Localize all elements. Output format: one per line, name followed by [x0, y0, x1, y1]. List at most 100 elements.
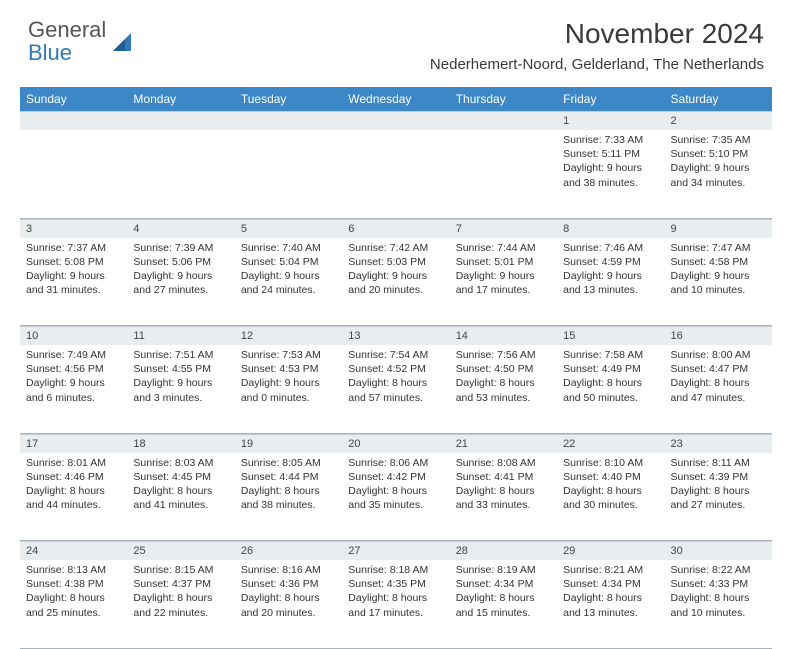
day-cell: Sunrise: 7:46 AMSunset: 4:59 PMDaylight:… — [557, 238, 664, 326]
weekday-header: Thursday — [450, 87, 557, 111]
day-number-cell: 12 — [235, 326, 342, 346]
daylight-text: Daylight: 8 hours and 27 minutes. — [671, 484, 766, 512]
sunrise-text: Sunrise: 7:58 AM — [563, 348, 658, 362]
day-number-row: 10111213141516 — [20, 326, 772, 346]
day-number: 23 — [665, 434, 772, 453]
day-number: 29 — [557, 541, 664, 560]
daylight-text: Daylight: 8 hours and 25 minutes. — [26, 591, 121, 619]
daylight-text: Daylight: 8 hours and 15 minutes. — [456, 591, 551, 619]
day-content-row: Sunrise: 7:33 AMSunset: 5:11 PMDaylight:… — [20, 130, 772, 218]
sunrise-text: Sunrise: 8:18 AM — [348, 563, 443, 577]
day-number-cell — [342, 111, 449, 130]
day-number-cell: 2 — [665, 111, 772, 130]
day-number-cell: 6 — [342, 218, 449, 238]
day-details: Sunrise: 7:53 AMSunset: 4:53 PMDaylight:… — [235, 345, 342, 411]
day-number-cell: 14 — [450, 326, 557, 346]
day-number: 14 — [450, 326, 557, 345]
day-number-cell: 22 — [557, 433, 664, 453]
day-number: 17 — [20, 434, 127, 453]
day-cell: Sunrise: 8:19 AMSunset: 4:34 PMDaylight:… — [450, 560, 557, 648]
sunrise-text: Sunrise: 7:44 AM — [456, 241, 551, 255]
day-number: 16 — [665, 326, 772, 345]
day-number-cell: 1 — [557, 111, 664, 130]
day-cell: Sunrise: 7:39 AMSunset: 5:06 PMDaylight:… — [127, 238, 234, 326]
daylight-text: Daylight: 8 hours and 57 minutes. — [348, 376, 443, 404]
day-cell: Sunrise: 7:54 AMSunset: 4:52 PMDaylight:… — [342, 345, 449, 433]
sunrise-text: Sunrise: 7:33 AM — [563, 133, 658, 147]
weekday-header: Wednesday — [342, 87, 449, 111]
sunrise-text: Sunrise: 8:08 AM — [456, 456, 551, 470]
daylight-text: Daylight: 9 hours and 24 minutes. — [241, 269, 336, 297]
sunrise-text: Sunrise: 7:42 AM — [348, 241, 443, 255]
daylight-text: Daylight: 8 hours and 44 minutes. — [26, 484, 121, 512]
day-details: Sunrise: 7:54 AMSunset: 4:52 PMDaylight:… — [342, 345, 449, 411]
sunrise-text: Sunrise: 8:03 AM — [133, 456, 228, 470]
day-number — [450, 111, 557, 130]
daylight-text: Daylight: 9 hours and 34 minutes. — [671, 161, 766, 189]
day-number: 12 — [235, 326, 342, 345]
page-header: General Blue November 2024 Nederhemert-N… — [0, 0, 792, 77]
sunset-text: Sunset: 4:58 PM — [671, 255, 766, 269]
day-number: 25 — [127, 541, 234, 560]
location-subtitle: Nederhemert-Noord, Gelderland, The Nethe… — [430, 56, 764, 73]
day-details: Sunrise: 8:08 AMSunset: 4:41 PMDaylight:… — [450, 453, 557, 519]
brand-blue: Blue — [28, 40, 72, 65]
sunset-text: Sunset: 5:03 PM — [348, 255, 443, 269]
sunrise-text: Sunrise: 8:13 AM — [26, 563, 121, 577]
sunrise-text: Sunrise: 7:40 AM — [241, 241, 336, 255]
sunset-text: Sunset: 4:37 PM — [133, 577, 228, 591]
day-details: Sunrise: 7:58 AMSunset: 4:49 PMDaylight:… — [557, 345, 664, 411]
daylight-text: Daylight: 9 hours and 0 minutes. — [241, 376, 336, 404]
day-details: Sunrise: 7:40 AMSunset: 5:04 PMDaylight:… — [235, 238, 342, 304]
day-cell: Sunrise: 8:21 AMSunset: 4:34 PMDaylight:… — [557, 560, 664, 648]
day-number: 21 — [450, 434, 557, 453]
day-number: 19 — [235, 434, 342, 453]
day-number: 10 — [20, 326, 127, 345]
day-content-row: Sunrise: 7:37 AMSunset: 5:08 PMDaylight:… — [20, 238, 772, 326]
day-number-cell: 29 — [557, 541, 664, 561]
sunrise-text: Sunrise: 8:22 AM — [671, 563, 766, 577]
day-number-cell: 17 — [20, 433, 127, 453]
day-details: Sunrise: 7:46 AMSunset: 4:59 PMDaylight:… — [557, 238, 664, 304]
day-number: 2 — [665, 111, 772, 130]
day-number-row: 3456789 — [20, 218, 772, 238]
day-cell: Sunrise: 8:03 AMSunset: 4:45 PMDaylight:… — [127, 453, 234, 541]
day-details: Sunrise: 8:15 AMSunset: 4:37 PMDaylight:… — [127, 560, 234, 626]
day-number: 28 — [450, 541, 557, 560]
sunset-text: Sunset: 5:08 PM — [26, 255, 121, 269]
sunrise-text: Sunrise: 7:49 AM — [26, 348, 121, 362]
sunset-text: Sunset: 5:04 PM — [241, 255, 336, 269]
day-cell — [20, 130, 127, 218]
sunset-text: Sunset: 4:46 PM — [26, 470, 121, 484]
day-cell — [127, 130, 234, 218]
sunset-text: Sunset: 4:34 PM — [456, 577, 551, 591]
day-details: Sunrise: 7:51 AMSunset: 4:55 PMDaylight:… — [127, 345, 234, 411]
calendar-head: SundayMondayTuesdayWednesdayThursdayFrid… — [20, 87, 772, 111]
day-number: 30 — [665, 541, 772, 560]
weekday-header: Tuesday — [235, 87, 342, 111]
brand-general: General — [28, 17, 106, 42]
sunrise-text: Sunrise: 8:05 AM — [241, 456, 336, 470]
day-cell: Sunrise: 7:53 AMSunset: 4:53 PMDaylight:… — [235, 345, 342, 433]
day-number: 6 — [342, 219, 449, 238]
day-number-cell: 13 — [342, 326, 449, 346]
day-details: Sunrise: 8:01 AMSunset: 4:46 PMDaylight:… — [20, 453, 127, 519]
sunrise-text: Sunrise: 7:39 AM — [133, 241, 228, 255]
daylight-text: Daylight: 8 hours and 20 minutes. — [241, 591, 336, 619]
day-number: 4 — [127, 219, 234, 238]
sunset-text: Sunset: 4:38 PM — [26, 577, 121, 591]
day-number-cell: 30 — [665, 541, 772, 561]
day-number: 11 — [127, 326, 234, 345]
sunrise-text: Sunrise: 8:11 AM — [671, 456, 766, 470]
sunset-text: Sunset: 4:49 PM — [563, 362, 658, 376]
sunrise-text: Sunrise: 7:35 AM — [671, 133, 766, 147]
day-cell — [235, 130, 342, 218]
day-number-cell: 5 — [235, 218, 342, 238]
day-cell: Sunrise: 7:58 AMSunset: 4:49 PMDaylight:… — [557, 345, 664, 433]
day-number-row: 24252627282930 — [20, 541, 772, 561]
day-details: Sunrise: 7:42 AMSunset: 5:03 PMDaylight:… — [342, 238, 449, 304]
daylight-text: Daylight: 9 hours and 38 minutes. — [563, 161, 658, 189]
sunrise-text: Sunrise: 7:51 AM — [133, 348, 228, 362]
sunrise-text: Sunrise: 8:21 AM — [563, 563, 658, 577]
sunrise-text: Sunrise: 7:56 AM — [456, 348, 551, 362]
